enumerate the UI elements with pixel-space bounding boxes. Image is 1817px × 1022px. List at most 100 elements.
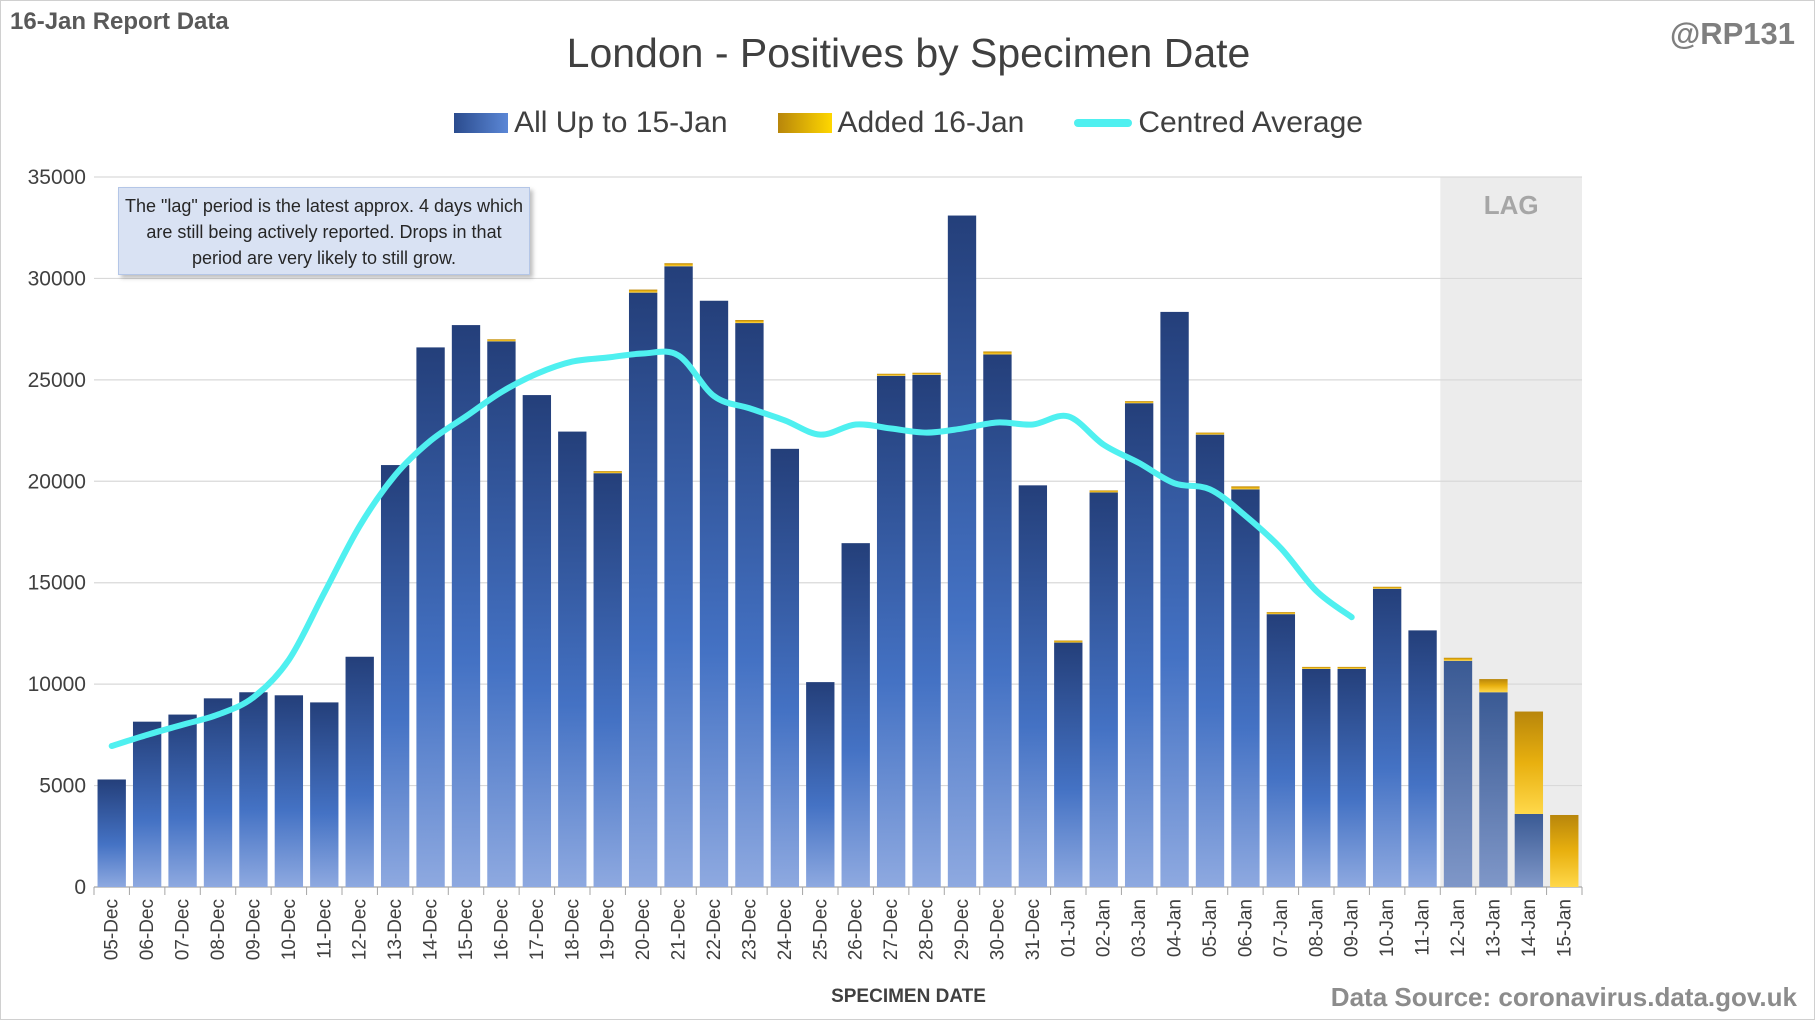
x-tick-label: 14-Dec: [421, 899, 442, 960]
x-tick-label: 12-Dec: [350, 899, 371, 960]
x-axis-title: SPECIMEN DATE: [831, 986, 986, 1007]
y-tick-label: 25000: [28, 369, 86, 392]
bar-base: [983, 354, 1012, 887]
legend-label-average: Centred Average: [1138, 106, 1363, 139]
lag-label: LAG: [1484, 190, 1539, 220]
x-tick-label: 28-Dec: [917, 899, 938, 960]
x-tick-label: 16-Dec: [491, 899, 512, 960]
x-tick-label: 01-Jan: [1058, 899, 1079, 957]
x-tick-label: 10-Dec: [279, 899, 300, 960]
bar-added: [983, 351, 1012, 355]
x-tick-label: 02-Jan: [1094, 899, 1115, 957]
x-tick-label: 11-Jan: [1413, 899, 1434, 956]
x-tick-label: 06-Jan: [1235, 899, 1256, 957]
x-tick-label: 13-Jan: [1483, 899, 1504, 957]
bar-added: [1550, 814, 1579, 887]
bar-base: [912, 374, 941, 887]
bar-added: [876, 373, 906, 376]
x-tick-label: 25-Dec: [810, 899, 831, 960]
bar-base: [876, 375, 906, 887]
x-tick-label: 09-Dec: [243, 899, 264, 960]
bar-base: [947, 215, 977, 888]
bar-added: [1372, 586, 1402, 589]
bar-base: [487, 341, 516, 887]
x-tick-label: 14-Jan: [1519, 899, 1540, 957]
x-tick-label: 24-Dec: [775, 899, 796, 960]
x-tick-label: 22-Dec: [704, 899, 725, 960]
bar-base: [770, 448, 800, 887]
x-tick-label: 23-Dec: [739, 899, 760, 960]
bar-base: [274, 695, 304, 887]
author-handle: @RP131: [1669, 16, 1795, 51]
x-tick-label: 29-Dec: [952, 899, 973, 960]
bar-base: [1195, 434, 1225, 887]
x-tick-label: 15-Jan: [1554, 899, 1575, 957]
bar-added: [628, 289, 658, 293]
x-tick-label: 19-Dec: [598, 899, 619, 960]
x-tick-label: 30-Dec: [987, 899, 1008, 960]
bar-base: [628, 292, 658, 888]
x-tick-label: 26-Dec: [846, 899, 867, 960]
x-tick-label: 21-Dec: [669, 899, 690, 960]
bar-base: [132, 721, 162, 887]
bar-base: [735, 323, 764, 887]
x-tick-label: 04-Jan: [1165, 899, 1186, 957]
bar-added: [664, 263, 693, 267]
average-line: [108, 348, 1355, 750]
bar-added: [1231, 486, 1260, 490]
bar-added: [1124, 401, 1154, 404]
bar-base: [522, 395, 552, 887]
bar-base: [1124, 403, 1154, 887]
bar-base: [593, 473, 622, 887]
y-tick-label: 35000: [28, 166, 86, 189]
x-tick-label: 17-Dec: [527, 899, 548, 960]
x-tick-label: 20-Dec: [633, 899, 654, 960]
legend-label-base: All Up to 15-Jan: [514, 106, 728, 139]
lag-note: The "lag" period is the latest approx. 4…: [118, 187, 530, 275]
bar-base: [1018, 485, 1048, 887]
legend-swatch-average: [1074, 119, 1133, 127]
x-tick-label: 09-Jan: [1342, 899, 1363, 957]
y-tick-label: 20000: [28, 470, 86, 493]
x-tick-label: 18-Dec: [562, 899, 583, 960]
bar-added: [1302, 666, 1331, 669]
bar-base: [203, 698, 233, 887]
bar-added: [1195, 432, 1225, 435]
bar-base: [1479, 692, 1508, 887]
bar-added: [487, 339, 516, 342]
legend-item-added: Added 16-Jan: [777, 106, 1024, 140]
x-tick-label: 31-Dec: [1023, 899, 1044, 960]
bar-base: [1443, 660, 1473, 887]
y-tick-label: 10000: [28, 673, 86, 696]
x-tick-label: 15-Dec: [456, 899, 477, 960]
bar-base: [239, 692, 268, 887]
bar-base: [1160, 311, 1189, 887]
x-tick-label: 07-Jan: [1271, 899, 1292, 957]
bar-base: [380, 465, 410, 887]
bar-added: [1443, 657, 1473, 661]
legend-item-average: Centred Average: [1074, 106, 1363, 140]
bar-base: [416, 347, 445, 887]
x-tick-label: 05-Jan: [1200, 899, 1221, 957]
legend-swatch-added: [777, 113, 832, 133]
bar-base: [1408, 630, 1437, 887]
bar-base: [1266, 614, 1296, 887]
report-tag: 16-Jan Report Data: [10, 8, 229, 35]
y-tick-label: 5000: [39, 775, 86, 798]
bar-base: [1372, 588, 1402, 887]
bar-added: [593, 471, 622, 474]
bar-base: [168, 714, 197, 887]
bar-base: [1054, 642, 1083, 887]
data-source: Data Source: coronavirus.data.gov.uk: [1330, 982, 1797, 1012]
legend: All Up to 15-Jan Added 16-Jan Centred Av…: [0, 106, 1817, 140]
y-tick-label: 15000: [28, 572, 86, 595]
bar-base: [841, 543, 870, 887]
x-tick-label: 27-Dec: [881, 899, 902, 960]
bar-added: [1266, 612, 1296, 615]
bar-added: [735, 320, 764, 324]
x-tick-label: 06-Dec: [137, 899, 158, 960]
bar-base: [664, 266, 693, 887]
x-tick-label: 12-Jan: [1448, 899, 1469, 957]
